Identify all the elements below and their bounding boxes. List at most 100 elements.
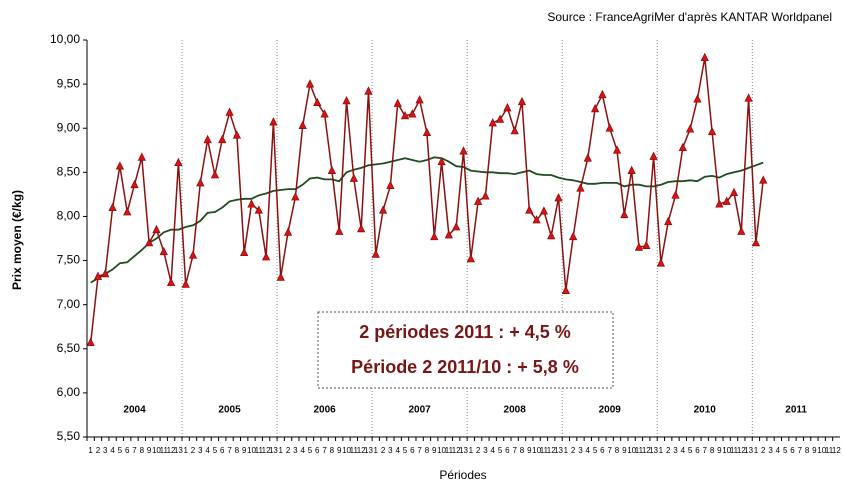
x-tick-label: 6 [790, 446, 795, 455]
annotation: 2 périodes 2011 : + 4,5 % [359, 322, 571, 342]
annotation: Période 2 2011/10 : + 5,8 % [351, 357, 579, 377]
marker [437, 156, 446, 166]
marker [525, 205, 534, 214]
x-tick-label: 7 [798, 446, 803, 455]
marker [452, 222, 461, 231]
marker [188, 250, 198, 259]
x-tick-label: 4 [300, 446, 305, 455]
y-tick-label: 8,50 [57, 165, 81, 179]
marker [664, 216, 673, 226]
marker [444, 230, 454, 239]
marker [364, 86, 373, 95]
marker [181, 279, 190, 288]
x-tick-label: 1 [754, 446, 759, 455]
marker [203, 134, 212, 144]
x-tick-label: 13 [174, 446, 183, 455]
x-tick-label: 2 [96, 446, 101, 455]
x-tick-label: 3 [673, 446, 678, 455]
marker [313, 97, 322, 107]
marker [751, 238, 761, 247]
x-tick-label: 6 [410, 446, 415, 455]
marker [283, 227, 293, 236]
x-tick-label: 5 [213, 446, 218, 455]
x-tick-label: 10 [722, 446, 731, 455]
x-tick-label: 2 [761, 446, 766, 455]
year-label: 2005 [218, 405, 241, 416]
x-tick-label: 10 [152, 446, 161, 455]
x-tick-label: 4 [110, 446, 115, 455]
x-tick-label: 13 [364, 446, 373, 455]
marker [108, 202, 117, 212]
x-tick-label: 9 [717, 446, 722, 455]
marker [459, 146, 468, 155]
x-tick-label: 3 [388, 446, 393, 455]
y-tick-label: 6,00 [57, 385, 81, 399]
marker [569, 231, 578, 241]
x-tick-label: 9 [432, 446, 437, 455]
marker [547, 230, 556, 240]
x-tick-label: 13 [554, 446, 563, 455]
x-tick-label: 5 [593, 446, 598, 455]
x-tick-label: 12 [452, 446, 461, 455]
marker [152, 224, 161, 234]
marker [678, 142, 687, 152]
annotation-box [317, 311, 614, 389]
x-tick-label: 11 [350, 446, 359, 455]
x-tick-label: 10 [627, 446, 636, 455]
marker [232, 130, 242, 139]
x-tick-label: 11 [730, 446, 739, 455]
y-tick-label: 10,00 [50, 32, 80, 46]
marker [335, 226, 344, 235]
y-tick-label: 8,00 [57, 209, 81, 223]
x-tick-label: 2 [191, 446, 196, 455]
marker [291, 192, 300, 201]
x-tick-label: 8 [520, 446, 525, 455]
marker [473, 196, 483, 205]
x-tick-label: 12 [737, 446, 746, 455]
x-tick-label: 4 [681, 446, 686, 455]
x-tick-label: 4 [586, 446, 591, 455]
marker [685, 124, 695, 133]
x-tick-label: 7 [132, 446, 137, 455]
marker [225, 107, 234, 116]
year-label: 2004 [123, 405, 146, 416]
year-label: 2008 [504, 405, 527, 416]
x-tick-label: 12 [547, 446, 556, 455]
x-tick-label: 12 [262, 446, 271, 455]
year-label: 2009 [599, 405, 622, 416]
marker [707, 126, 717, 136]
marker [642, 240, 651, 249]
source: Source : FranceAgriMer d'après KANTAR Wo… [547, 10, 832, 24]
x-tick-label: 3 [768, 446, 773, 455]
marker [349, 173, 358, 182]
marker [210, 170, 220, 179]
marker [371, 249, 380, 258]
marker [466, 253, 475, 263]
marker [605, 123, 614, 132]
x-tick-label: 9 [147, 446, 152, 455]
x-tick-label: 7 [607, 446, 612, 455]
x-tick-label: 6 [125, 446, 130, 455]
marker [261, 252, 271, 261]
x-tick-label: 1 [469, 446, 474, 455]
x-tick-label: 5 [498, 446, 503, 455]
marker [276, 272, 285, 281]
x-tick-label: 6 [600, 446, 605, 455]
marker [583, 153, 592, 162]
marker [495, 114, 505, 123]
marker [305, 79, 315, 88]
marker [254, 205, 263, 214]
marker [130, 179, 139, 189]
x-tick-label: 12 [832, 446, 841, 455]
year-label: 2006 [313, 405, 336, 416]
marker [400, 110, 410, 120]
x-tick-label: 13 [744, 446, 753, 455]
x-tick-label: 6 [505, 446, 510, 455]
marker [86, 337, 95, 347]
x-tick-label: 1 [279, 446, 284, 455]
x-tick-label: 3 [103, 446, 108, 455]
marker [488, 118, 497, 127]
x-tick-label: 4 [491, 446, 496, 455]
x-tick-label: 5 [308, 446, 313, 455]
